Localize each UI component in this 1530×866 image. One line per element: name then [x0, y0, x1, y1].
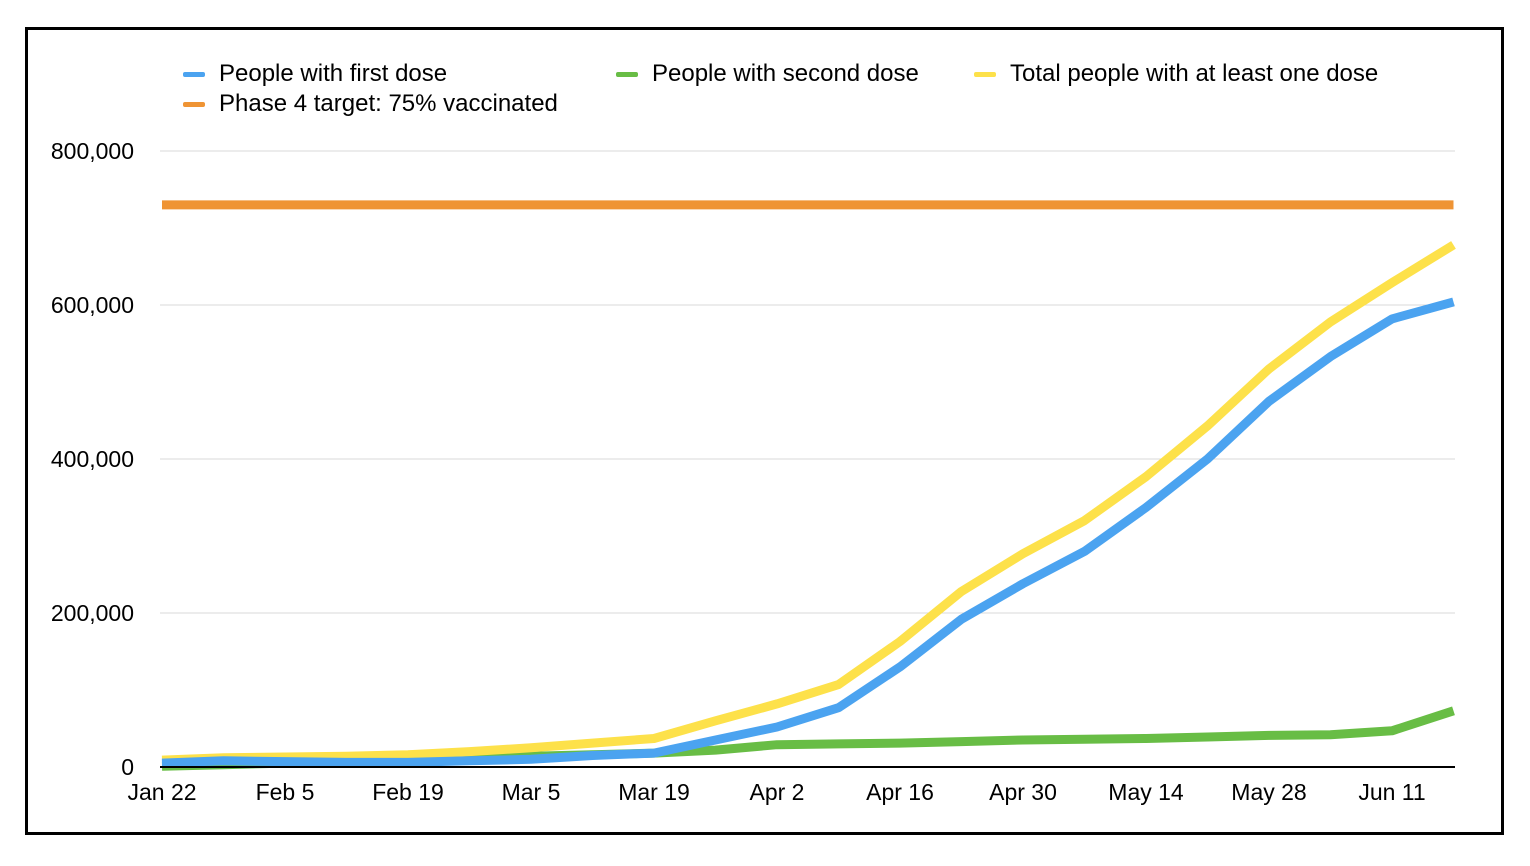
y-tick-label: 800,000	[51, 138, 134, 164]
x-tick-label: Jun 11	[1358, 779, 1425, 805]
x-tick-label: May 28	[1231, 779, 1306, 805]
x-tick-label: May 14	[1108, 779, 1184, 805]
legend-item-first-dose: People with first dose	[183, 60, 447, 88]
y-tick-label: 200,000	[51, 600, 134, 626]
legend-item-second-dose: People with second dose	[616, 60, 919, 88]
legend-swatch-target	[183, 102, 205, 108]
y-tick-label: 0	[121, 754, 134, 780]
series-line-0	[161, 297, 1455, 768]
chart-frame: People with first dose People with secon…	[25, 27, 1504, 835]
x-tick-label: Apr 16	[866, 779, 934, 805]
legend-swatch-total	[974, 72, 996, 78]
y-tick-label: 400,000	[51, 446, 134, 472]
legend-swatch-first-dose	[183, 72, 205, 78]
x-tick-label: Mar 5	[502, 779, 561, 805]
legend-item-total: Total people with at least one dose	[974, 60, 1378, 88]
x-tick-label: Jan 22	[127, 779, 196, 805]
series-lines	[161, 200, 1456, 771]
x-tick-label: Apr 30	[989, 779, 1057, 805]
legend-label-second-dose: People with second dose	[652, 60, 919, 87]
series-line-2	[161, 241, 1456, 765]
x-tick-label: Mar 19	[618, 779, 690, 805]
y-axis-ticks: 0 200,000 400,000 600,000 800,000	[51, 138, 134, 780]
legend-swatch-second-dose	[616, 72, 638, 78]
legend-label-total: Total people with at least one dose	[1010, 60, 1379, 87]
legend-item-target: Phase 4 target: 75% vaccinated	[183, 90, 558, 118]
gridlines	[160, 150, 1455, 614]
x-axis-ticks: Jan 22 Feb 5 Feb 19 Mar 5 Mar 19 Apr 2 Apr 16 A…	[127, 779, 1425, 805]
x-tick-label: Feb 5	[256, 779, 315, 805]
legend-label-target: Phase 4 target: 75% vaccinated	[219, 90, 558, 117]
x-tick-label: Feb 19	[372, 779, 444, 805]
legend-label-first-dose: People with first dose	[219, 60, 448, 87]
y-tick-label: 600,000	[51, 292, 134, 318]
x-tick-label: Apr 2	[750, 779, 805, 805]
